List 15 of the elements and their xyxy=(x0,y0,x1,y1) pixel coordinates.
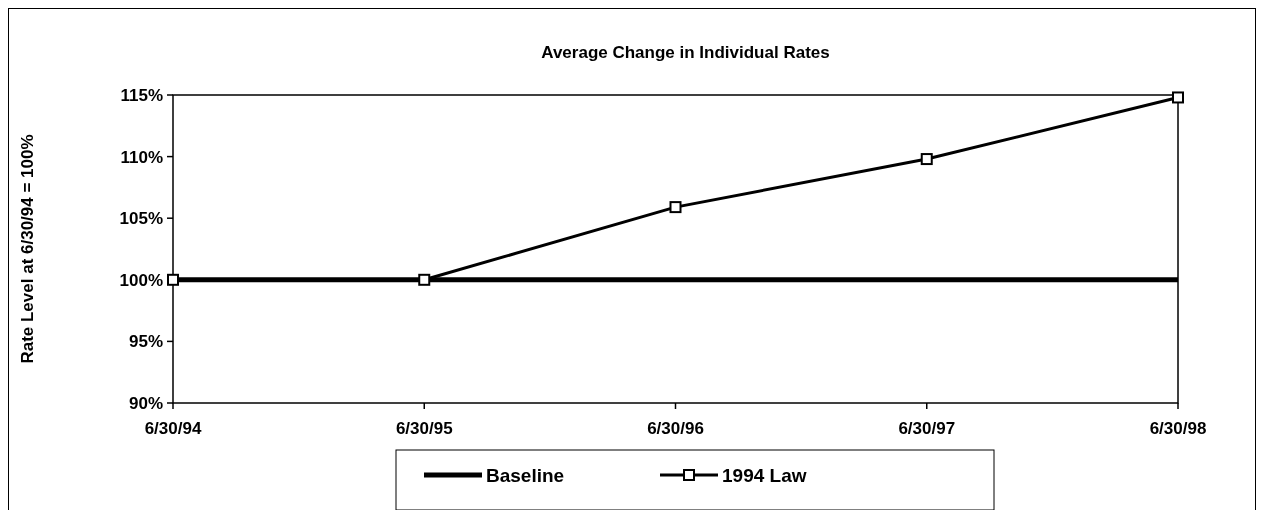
y-axis-title: Rate Level at 6/30/94 = 100% xyxy=(18,134,37,364)
y-tick-label: 95% xyxy=(128,332,163,352)
y-tick-label: 105% xyxy=(119,209,163,229)
y-tick-label: 115% xyxy=(120,85,163,105)
x-tick-label: 6/30/95 xyxy=(395,419,453,438)
legend-label: Baseline xyxy=(486,464,565,486)
x-tick-label: 6/30/98 xyxy=(1149,419,1207,438)
x-tick-label: 6/30/96 xyxy=(647,419,704,438)
x-tick-label: 6/30/94 xyxy=(144,419,202,438)
y-tick-label: 90% xyxy=(128,393,163,413)
chart-title: Average Change in Individual Rates xyxy=(541,43,830,62)
legend-label: 1994 Law xyxy=(722,464,807,486)
y-tick-label: 100% xyxy=(119,270,163,290)
x-tick-label: 6/30/97 xyxy=(898,419,956,438)
y-tick-label: 110% xyxy=(120,147,163,167)
